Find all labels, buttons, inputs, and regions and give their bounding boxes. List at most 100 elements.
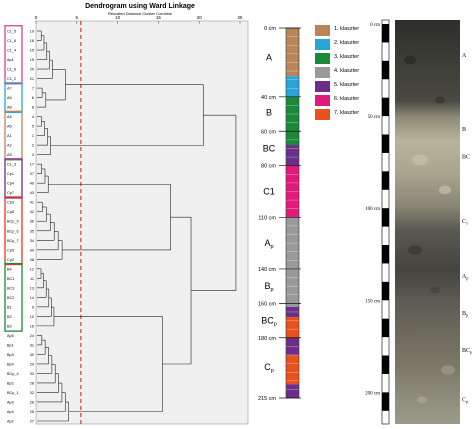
sample-number: 40 [30, 182, 34, 186]
sample-number: 26 [30, 400, 34, 404]
legend-swatch [315, 109, 330, 120]
sample-number: 14 [30, 296, 34, 300]
sample-label: A2 [7, 144, 12, 148]
legend-swatch [315, 53, 330, 64]
sample-label: Bp1 [7, 343, 14, 347]
sample-label: Cp1 [7, 172, 14, 176]
horizon-label: BC [263, 143, 276, 153]
soil-texture [417, 396, 427, 404]
sample-number: 12 [30, 267, 34, 271]
cluster-segment [286, 76, 299, 97]
sample-label: BC3 [7, 286, 14, 290]
sample-number: 43 [30, 191, 34, 195]
photo-depth-label: 150 cm [365, 299, 380, 304]
ruler-block [382, 318, 389, 338]
cluster-segment [286, 286, 299, 307]
cluster-group-box [4, 110, 23, 161]
horizon-label: A [266, 52, 272, 62]
sample-label: Ap3 [7, 400, 14, 404]
sample-label: Cp8 [7, 210, 14, 214]
sample-number: 36 [30, 220, 34, 224]
sample-number: 38 [30, 258, 34, 262]
photo-depth-label: 100 cm [365, 207, 380, 212]
legend-swatch [315, 67, 330, 78]
photo-horizon-subscript: p [466, 276, 468, 281]
legend-label: 3. klaszter [334, 54, 360, 60]
horizon-label: C1 [263, 186, 275, 196]
cluster-group-box [4, 196, 23, 266]
horizon-label: Ap [264, 238, 273, 250]
sample-label: Cp3 [7, 201, 14, 205]
sample-label: C1_5 [7, 30, 16, 34]
sample-label: A3 [7, 153, 12, 157]
sample-label: BC1 [7, 277, 14, 281]
sample-label: A5 [7, 125, 12, 129]
cluster-segment [286, 96, 299, 146]
sample-number: 29 [30, 362, 34, 366]
soil-texture [408, 245, 422, 255]
ruler-block [382, 392, 389, 411]
photo-horizon-label: C1 [462, 219, 468, 226]
sample-number: 25 [30, 410, 34, 414]
dendrogram-plot: 0 5 10 15 20 25C1_5C1_6C1_4Ap1C1_6C1_2A7A6A8A… [4, 15, 249, 425]
legend-label: 4. klaszter [334, 68, 360, 74]
sample-label: Cp5 [7, 248, 14, 252]
ruler-block [382, 245, 389, 264]
sample-number: 30 [30, 353, 34, 357]
sample-number: 17 [30, 163, 34, 167]
axis-tick-label: 10 [115, 15, 121, 20]
horizon-label-subscript: p [270, 287, 273, 293]
sample-number: 24 [30, 334, 34, 338]
sample-label: B4 [7, 267, 12, 271]
dendrogram-panel: Dendrogram using Ward Linkage Rescaled D… [4, 3, 249, 425]
legend-item: 3. klaszter [315, 53, 395, 65]
soil-photo-image [395, 20, 460, 424]
sample-label: B3 [7, 324, 12, 328]
legend-swatch [315, 39, 330, 50]
photo-depth-label: 200 cm [365, 391, 380, 396]
sample-label: A1 [7, 134, 12, 138]
sample-number: 3 [32, 153, 34, 157]
depth-label: 180 cm [258, 336, 276, 342]
axis-tick-label: 25 [237, 15, 243, 20]
sample-label: Ap4 [7, 410, 14, 414]
cluster-segment [286, 317, 299, 338]
cluster-segment [286, 384, 299, 398]
dendrogram-plot-area [35, 20, 249, 425]
cluster-group-box [4, 82, 23, 114]
sample-number: 27 [30, 420, 34, 424]
ruler-block [382, 97, 389, 117]
sample-number: 33 [30, 372, 34, 376]
legend-swatch [315, 81, 330, 92]
axis-tick-label: 5 [76, 15, 79, 20]
sample-number: 42 [30, 210, 34, 214]
sample-label: C1_3 [7, 163, 16, 167]
sample-label: BCp_7 [7, 239, 19, 243]
sample-label: A6 [7, 96, 12, 100]
ruler-block [382, 134, 389, 153]
soil-profile-photo: 0 cm 50 cm 100 cm 150 cm 200 cm A B BC C1 Ap Bp BCp… [365, 19, 472, 425]
photo-horizon-subscript: 1 [466, 220, 468, 225]
legend-label: 1. klaszter [334, 26, 360, 32]
legend-swatch [315, 95, 330, 106]
horizon-label: Cp [264, 362, 274, 374]
depth-label: 40 cm [261, 95, 276, 101]
sample-number: 16 [30, 324, 34, 328]
sample-number: 9 [32, 305, 34, 309]
photo-horizon-label: BC [462, 154, 470, 160]
horizon-label-subscript: p [270, 244, 273, 250]
sample-label: Cp2 [7, 258, 14, 262]
axis-tick-label: 0 [35, 15, 38, 20]
sample-number: 11 [30, 277, 34, 281]
sample-number: 5 [32, 125, 34, 129]
soil-texture [439, 185, 451, 195]
sample-label: A8 [7, 106, 12, 110]
photo-horizon-label: Cp [462, 398, 468, 405]
sample-label: Bp4 [7, 362, 14, 366]
sample-label: BC2 [7, 296, 14, 300]
cluster-group-box [4, 158, 23, 199]
sample-label: Cp7 [7, 191, 14, 195]
horizon-label: B [266, 107, 272, 117]
legend-item: 5. klaszter [315, 81, 395, 93]
horizon-label: Bp [264, 281, 273, 293]
